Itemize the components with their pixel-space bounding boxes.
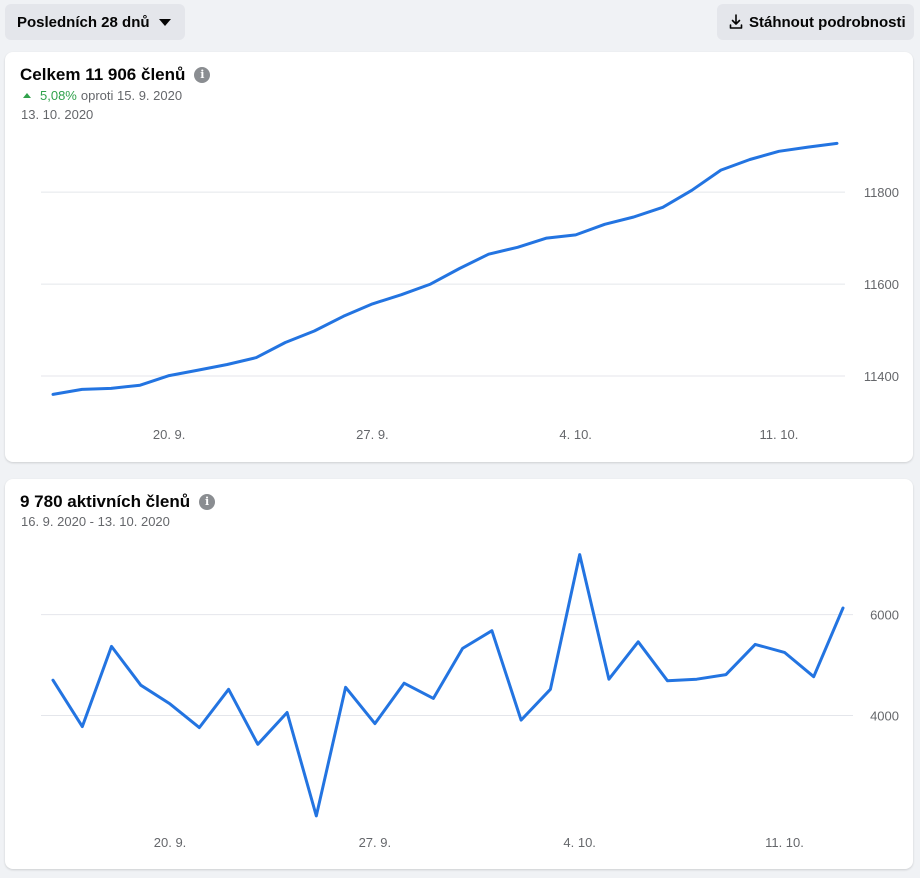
data-point[interactable] xyxy=(517,716,525,724)
data-point[interactable] xyxy=(605,675,613,683)
x-tick-label: 4. 10. xyxy=(563,835,596,850)
data-point[interactable] xyxy=(488,627,496,635)
data-point[interactable] xyxy=(722,671,730,679)
data-point[interactable] xyxy=(107,384,115,392)
data-point[interactable] xyxy=(397,291,405,299)
data-point[interactable] xyxy=(166,700,174,708)
data-point[interactable] xyxy=(634,638,642,646)
y-tick-label: 6000 xyxy=(870,608,899,623)
active-members-date-range: 16. 9. 2020 - 13. 10. 2020 xyxy=(21,514,170,529)
data-point[interactable] xyxy=(312,812,320,820)
date-range-dropdown[interactable]: Posledních 28 dnů xyxy=(5,4,185,40)
total-members-chart: 11400 11600 11800 20. 9. 27. 9. 4. 10. 11. 10. xyxy=(41,139,899,442)
info-icon[interactable]: i xyxy=(194,67,211,83)
data-point[interactable] xyxy=(659,203,667,211)
download-details-label: Stáhnout podrobnosti xyxy=(749,13,906,31)
data-point[interactable] xyxy=(195,724,203,732)
data-point[interactable] xyxy=(165,372,173,380)
data-point[interactable] xyxy=(514,243,522,251)
caret-down-icon xyxy=(159,19,171,26)
download-icon xyxy=(729,14,743,29)
x-tick-label: 27. 9. xyxy=(356,427,389,442)
series-line[interactable] xyxy=(51,141,839,396)
data-point[interactable] xyxy=(252,354,260,362)
data-point[interactable] xyxy=(283,708,291,716)
toolbar: Posledních 28 dnů Stáhnout podrobnosti xyxy=(0,0,920,46)
data-point[interactable] xyxy=(137,681,145,689)
total-members-date: 13. 10. 2020 xyxy=(21,107,94,122)
data-point[interactable] xyxy=(78,723,86,731)
data-point[interactable] xyxy=(310,327,318,335)
y-tick-label: 11600 xyxy=(864,277,899,292)
x-tick-label: 11. 10. xyxy=(760,427,799,442)
data-point[interactable] xyxy=(688,186,696,194)
data-point[interactable] xyxy=(368,300,376,308)
info-icon[interactable]: i xyxy=(199,494,216,510)
data-point[interactable] xyxy=(78,385,86,393)
growth-percent: 5,08% xyxy=(40,88,77,103)
data-point[interactable] xyxy=(543,234,551,242)
data-point[interactable] xyxy=(630,213,638,221)
data-point[interactable] xyxy=(426,280,434,288)
data-point[interactable] xyxy=(780,648,788,656)
data-point[interactable] xyxy=(746,156,754,164)
x-tick-label: 20. 9. xyxy=(154,835,187,850)
x-tick-label: 4. 10. xyxy=(559,427,592,442)
data-point[interactable] xyxy=(339,312,347,320)
arrow-up-icon xyxy=(23,93,31,98)
x-tick-label: 20. 9. xyxy=(153,427,186,442)
data-point[interactable] xyxy=(833,139,841,147)
data-point[interactable] xyxy=(459,644,467,652)
data-point[interactable] xyxy=(108,642,116,650)
data-point[interactable] xyxy=(254,740,262,748)
active-members-chart: 4000 6000 20. 9. 27. 9. 4. 10. 11. 10. xyxy=(41,551,899,850)
data-point[interactable] xyxy=(400,679,408,687)
y-tick-label: 4000 xyxy=(870,709,899,724)
y-tick-label: 11400 xyxy=(864,369,899,384)
data-point[interactable] xyxy=(194,366,202,374)
date-range-label: Posledních 28 dnů xyxy=(17,13,150,31)
data-point[interactable] xyxy=(839,604,847,612)
total-members-title-row: Celkem 11 906 členů i xyxy=(20,65,211,85)
data-point[interactable] xyxy=(546,685,554,693)
download-details-button[interactable]: Stáhnout podrobnosti xyxy=(717,4,914,40)
total-members-card: Celkem 11 906 členů i 5,08% oproti 15. 9… xyxy=(5,52,913,462)
active-members-title: 9 780 aktivních členů xyxy=(20,492,191,511)
data-point[interactable] xyxy=(751,640,759,648)
data-point[interactable] xyxy=(663,677,671,685)
data-point[interactable] xyxy=(804,143,812,151)
active-members-card: 9 780 aktivních členů i 16. 9. 2020 - 13… xyxy=(5,479,913,869)
data-point[interactable] xyxy=(225,685,233,693)
growth-comparison-text: oproti 15. 9. 2020 xyxy=(80,88,183,103)
x-tick-label: 11. 10. xyxy=(765,835,804,850)
data-point[interactable] xyxy=(601,220,609,228)
data-point[interactable] xyxy=(49,676,57,684)
y-tick-label: 11800 xyxy=(864,185,899,200)
data-point[interactable] xyxy=(717,166,725,174)
data-point[interactable] xyxy=(693,675,701,683)
active-members-title-row: 9 780 aktivních členů i xyxy=(20,492,216,512)
data-point[interactable] xyxy=(49,390,57,398)
data-point[interactable] xyxy=(136,381,144,389)
data-point[interactable] xyxy=(371,720,379,728)
total-members-title: Celkem 11 906 členů xyxy=(20,65,186,84)
growth-indicator: 5,08% oproti 15. 9. 2020 xyxy=(22,88,182,103)
data-point[interactable] xyxy=(456,264,464,272)
data-point[interactable] xyxy=(775,147,783,155)
data-point[interactable] xyxy=(810,673,818,681)
data-point[interactable] xyxy=(485,250,493,258)
data-point[interactable] xyxy=(281,338,289,346)
data-point[interactable] xyxy=(572,231,580,239)
x-tick-label: 27. 9. xyxy=(359,835,392,850)
data-point[interactable] xyxy=(576,551,584,559)
data-point[interactable] xyxy=(342,683,350,691)
series-line[interactable] xyxy=(51,553,845,818)
data-point[interactable] xyxy=(429,694,437,702)
data-point[interactable] xyxy=(223,361,231,369)
